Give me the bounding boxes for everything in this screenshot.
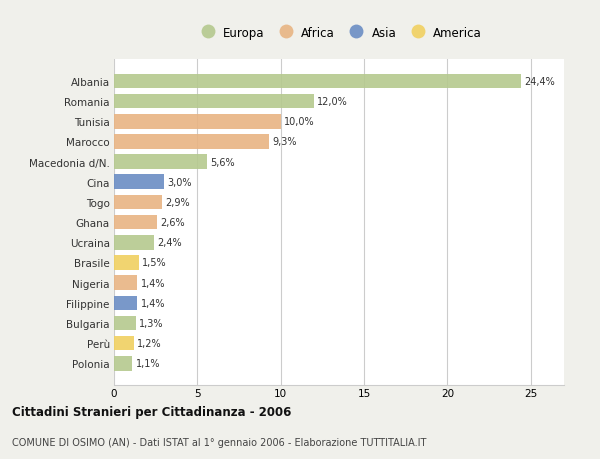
Bar <box>114 195 163 210</box>
Bar <box>114 276 137 290</box>
Text: 9,3%: 9,3% <box>272 137 297 147</box>
Text: 1,1%: 1,1% <box>136 358 160 369</box>
Text: 24,4%: 24,4% <box>524 77 555 87</box>
Text: 2,6%: 2,6% <box>161 218 185 228</box>
Text: 1,5%: 1,5% <box>142 258 167 268</box>
Bar <box>114 74 521 89</box>
Bar <box>114 256 139 270</box>
Legend: Europa, Africa, Asia, America: Europa, Africa, Asia, America <box>196 27 482 39</box>
Bar <box>114 336 134 351</box>
Bar <box>114 115 281 129</box>
Text: COMUNE DI OSIMO (AN) - Dati ISTAT al 1° gennaio 2006 - Elaborazione TUTTITALIA.I: COMUNE DI OSIMO (AN) - Dati ISTAT al 1° … <box>12 437 427 447</box>
Bar <box>114 175 164 190</box>
Bar <box>114 316 136 330</box>
Text: 2,4%: 2,4% <box>157 238 182 248</box>
Text: 10,0%: 10,0% <box>284 117 314 127</box>
Bar <box>114 215 157 230</box>
Text: Cittadini Stranieri per Cittadinanza - 2006: Cittadini Stranieri per Cittadinanza - 2… <box>12 405 292 419</box>
Text: 1,2%: 1,2% <box>137 338 162 348</box>
Text: 5,6%: 5,6% <box>211 157 235 167</box>
Bar <box>114 95 314 109</box>
Text: 1,4%: 1,4% <box>140 278 165 288</box>
Text: 1,4%: 1,4% <box>140 298 165 308</box>
Bar <box>114 155 208 169</box>
Text: 1,3%: 1,3% <box>139 318 163 328</box>
Text: 2,9%: 2,9% <box>166 197 190 207</box>
Bar <box>114 135 269 149</box>
Bar <box>114 235 154 250</box>
Bar <box>114 356 133 371</box>
Bar <box>114 296 137 310</box>
Text: 3,0%: 3,0% <box>167 177 192 187</box>
Text: 12,0%: 12,0% <box>317 97 348 107</box>
